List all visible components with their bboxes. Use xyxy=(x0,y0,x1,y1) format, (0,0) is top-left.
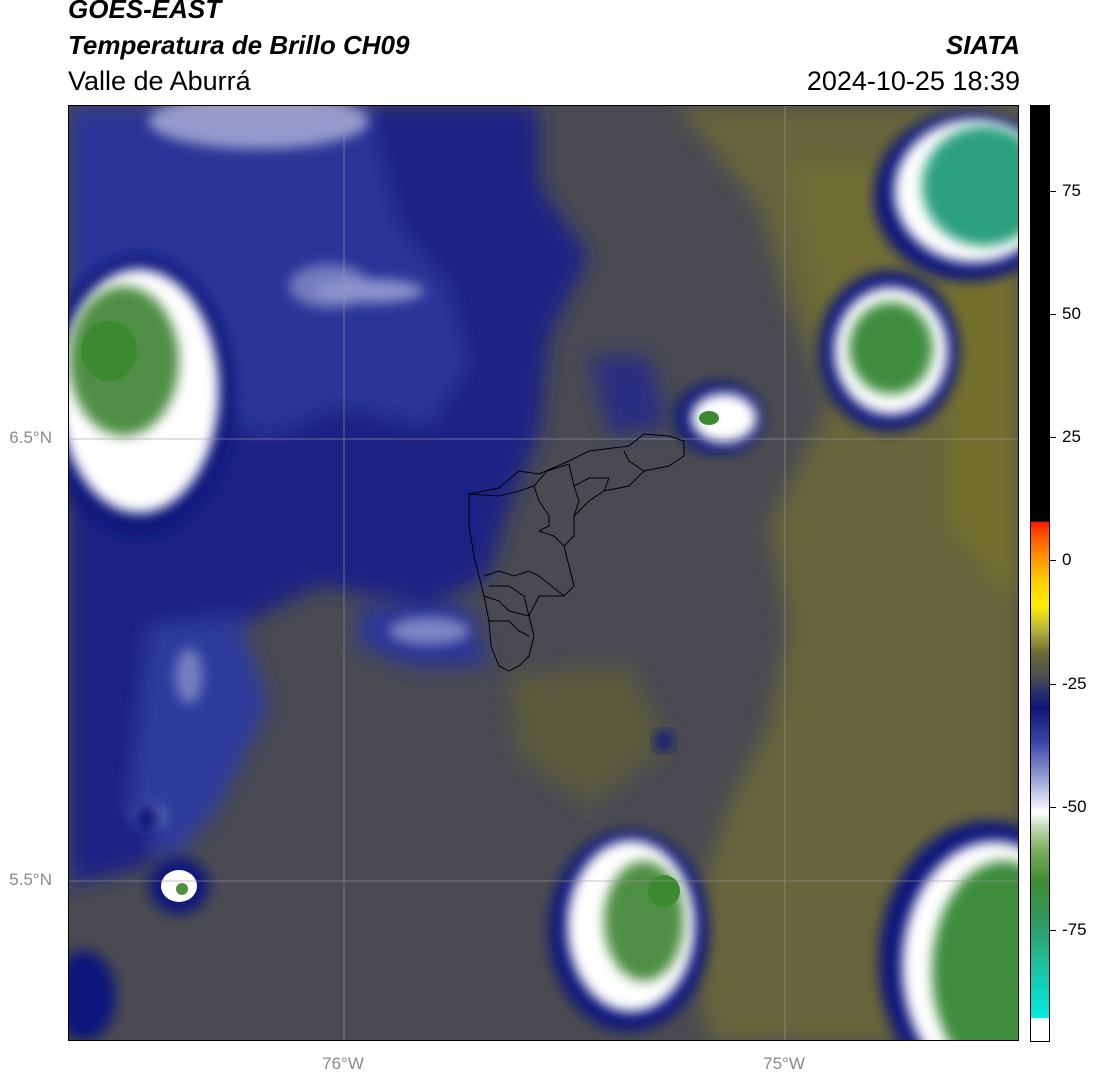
lat-label-north: 6.5°N xyxy=(9,428,52,447)
satellite-map xyxy=(68,105,1019,1041)
colorbar xyxy=(1030,105,1050,1042)
cbar-tick xyxy=(1050,560,1056,561)
storm-cell-south xyxy=(549,831,709,1031)
graticule xyxy=(69,106,1018,1040)
channel-title: Temperatura de Brillo CH09 xyxy=(68,30,410,60)
municipal-boundaries xyxy=(468,433,685,672)
cbar-tick xyxy=(1050,684,1056,685)
cbar-label: -75 xyxy=(1062,920,1087,939)
cbar-tick xyxy=(1050,191,1056,192)
lon-label-east: 75°W xyxy=(763,1054,805,1073)
source-label: SIATA xyxy=(945,30,1020,60)
storm-cell-southeast xyxy=(879,821,1018,1040)
light-cloud-patches xyxy=(133,106,469,830)
cbar-label: 25 xyxy=(1062,427,1081,446)
cbar-label: 50 xyxy=(1062,304,1081,323)
region-title: Valle de Aburrá xyxy=(68,66,251,96)
cbar-label: 0 xyxy=(1062,550,1072,569)
cbar-label: -50 xyxy=(1062,797,1087,816)
cbar-tick xyxy=(1050,314,1056,315)
cbar-tick xyxy=(1050,930,1056,931)
lat-label-south: 5.5°N xyxy=(9,870,52,889)
product-title: GOES-EAST xyxy=(68,0,222,24)
storm-cell-small xyxy=(675,382,763,454)
storm-cell-northeast xyxy=(874,111,1018,281)
storm-cell-east xyxy=(819,271,959,431)
cbar-tick xyxy=(1050,437,1056,438)
datetime-label: 2024-10-25 18:39 xyxy=(806,66,1020,96)
lon-label-west: 76°W xyxy=(322,1054,364,1073)
storm-cell-southwest xyxy=(69,731,674,1040)
cbar-label: -25 xyxy=(1062,674,1087,693)
cbar-tick xyxy=(1050,807,1056,808)
storm-cell-northwest xyxy=(69,256,234,536)
cbar-label: 75 xyxy=(1062,181,1081,200)
